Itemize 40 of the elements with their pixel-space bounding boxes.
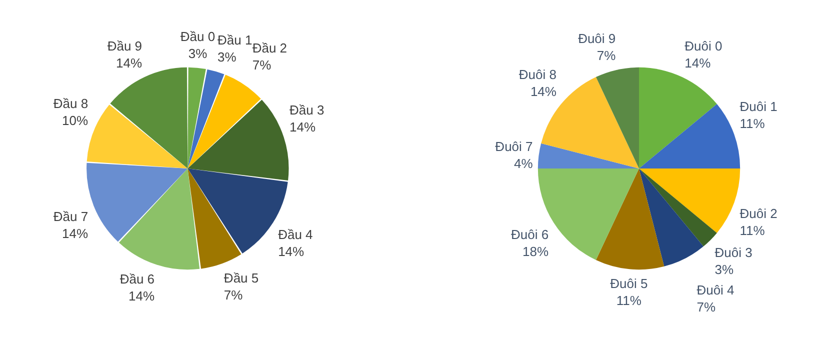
slice-label: Đầu 6: [120, 271, 155, 286]
data-label: 7%: [696, 300, 716, 315]
data-label: 7%: [252, 57, 272, 72]
slice-label: Đuôi 8: [518, 67, 556, 82]
slice-label: Đuôi 1: [740, 99, 778, 114]
slice-label: Đầu 2: [252, 40, 288, 56]
slice-label: Đầu 1: [218, 32, 252, 48]
data-label: 7%: [224, 287, 244, 302]
slice-label: Đuôi 5: [610, 276, 648, 292]
slice-label: Đầu 5: [224, 270, 259, 286]
data-label: 4%: [514, 156, 534, 172]
data-label: 14%: [290, 119, 316, 134]
data-label: 14%: [684, 56, 712, 71]
slice-label: Đuôi 7: [495, 139, 533, 154]
data-label: 14%: [116, 56, 142, 71]
data-label: 10%: [62, 113, 88, 128]
slice-label: Đầu 0: [180, 28, 216, 44]
slice-label: Đầu 3: [290, 102, 324, 118]
data-label: 18%: [522, 244, 550, 259]
slice-label: Đuôi 0: [684, 38, 722, 54]
slice-label: Đầu 4: [278, 226, 313, 242]
slice-label: Đuôi 2: [740, 206, 778, 221]
slice-label: Đuôi 4: [696, 282, 734, 298]
data-label: 11%: [740, 116, 766, 132]
slice-label: Đuôi 9: [578, 30, 616, 46]
data-label: 14%: [278, 244, 305, 259]
slice-label: Đuôi 3: [714, 245, 752, 260]
data-label: 3%: [188, 46, 208, 61]
data-label: 14%: [62, 226, 88, 241]
data-label: 11%: [616, 293, 642, 308]
slice-label: Đầu 8: [53, 96, 88, 112]
data-label: 14%: [128, 288, 155, 304]
data-label: 3%: [218, 50, 237, 65]
data-label: 7%: [596, 48, 616, 63]
data-label: 11%: [740, 222, 766, 238]
data-label: 14%: [530, 84, 557, 100]
slice-label: Đuôi 6: [511, 226, 549, 242]
slice-label: Đầu 9: [107, 38, 142, 54]
data-label: 3%: [714, 262, 734, 278]
slice-label: Đầu 7: [53, 208, 88, 224]
